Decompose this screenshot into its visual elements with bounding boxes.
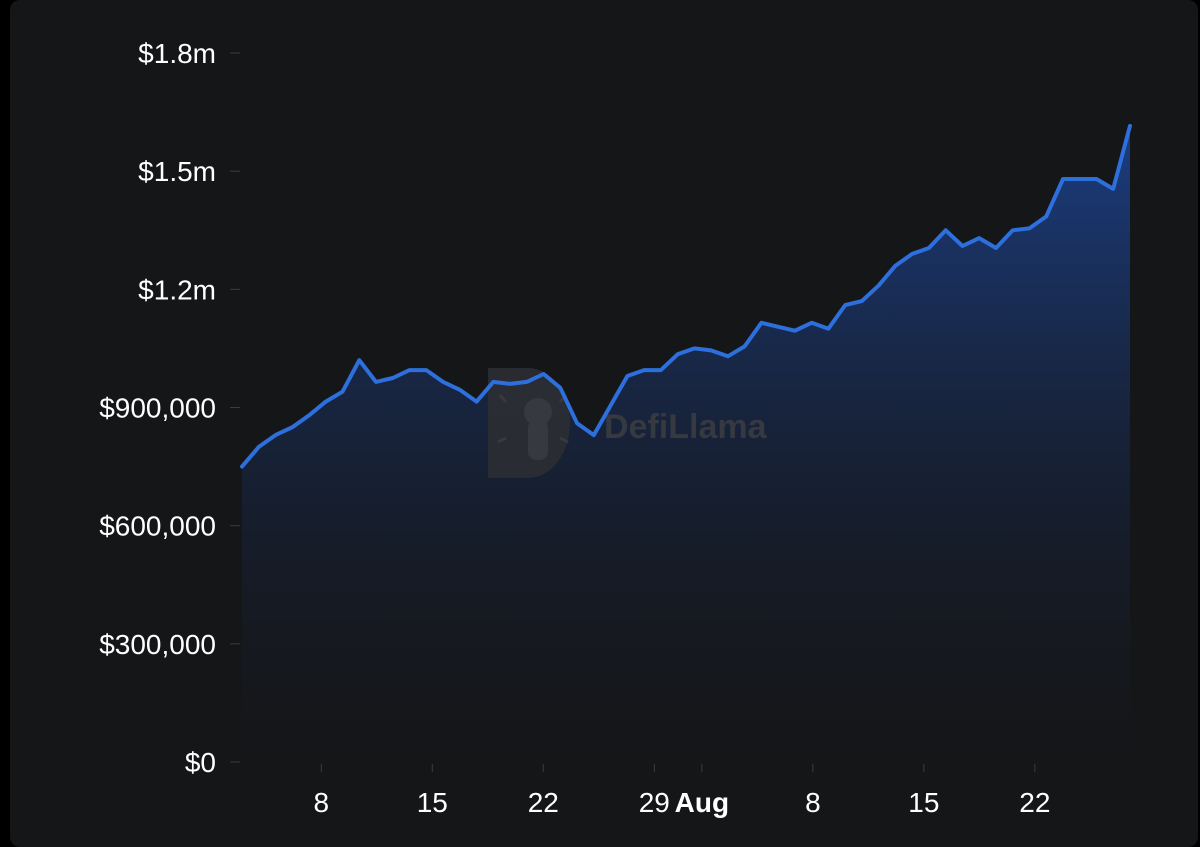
x-tick-label: 15: [908, 787, 939, 818]
x-tick-label: 22: [1019, 787, 1050, 818]
y-tick-label: $600,000: [99, 511, 216, 542]
y-tick-label: $900,000: [99, 393, 216, 424]
y-tick-label: $1.5m: [138, 156, 216, 187]
watermark-text: DefiLlama: [604, 408, 768, 446]
y-tick-label: $300,000: [99, 629, 216, 660]
llama-logo-icon: [488, 368, 570, 478]
x-tick-label: 29: [639, 787, 670, 818]
y-tick-label: $0: [185, 747, 216, 778]
series-line: [240, 123, 1132, 469]
x-tick-label: 8: [805, 787, 821, 818]
series-area: [242, 125, 1130, 762]
x-tick-label: 8: [313, 787, 329, 818]
y-tick-label: $1.8m: [138, 38, 216, 69]
x-tick-label: 15: [417, 787, 448, 818]
x-axis: 8 15 22 29 Aug 8 15 22: [313, 764, 1050, 818]
x-tick-label: 22: [528, 787, 559, 818]
watermark: DefiLlama: [488, 368, 768, 478]
x-tick-label: Aug: [675, 787, 729, 818]
y-axis: $0 $300,000 $600,000 $900,000 $1.2m $1.5m $1.8…: [99, 38, 240, 778]
y-tick-label: $1.2m: [138, 274, 216, 305]
